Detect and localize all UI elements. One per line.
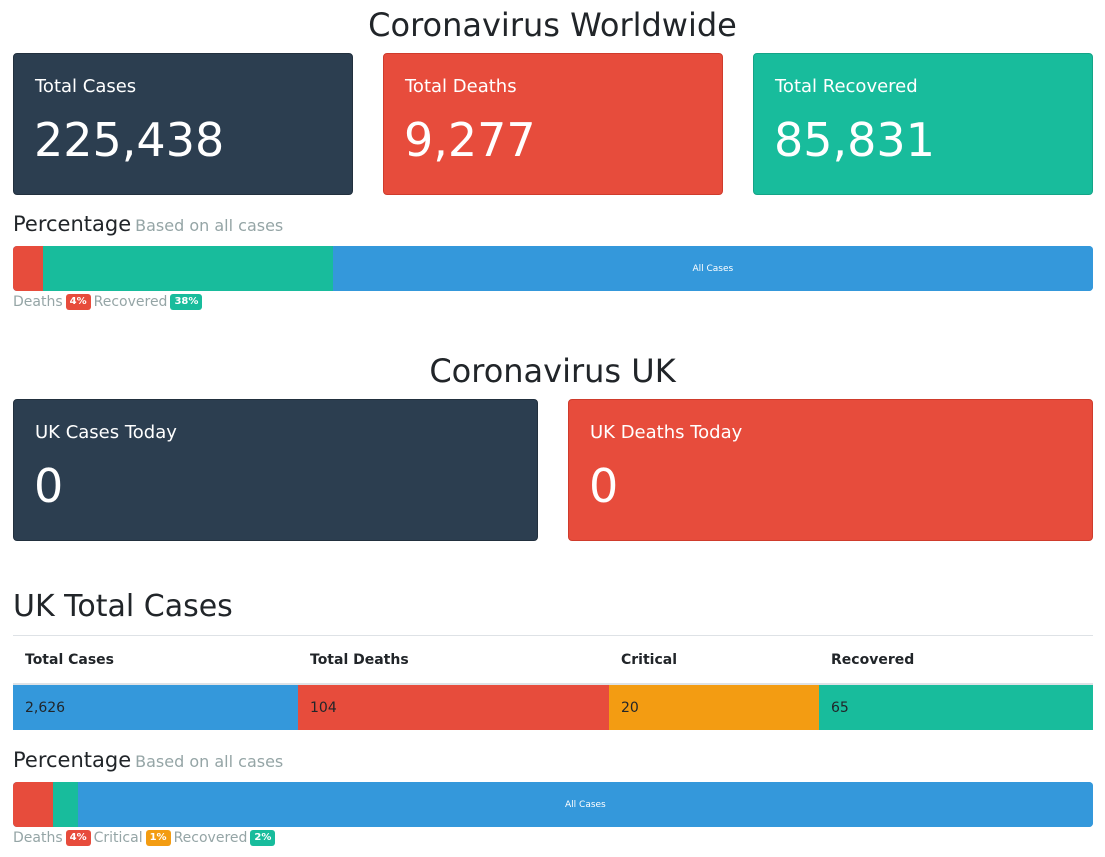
total-deaths-value: 9,277 (404, 113, 536, 167)
legend-deaths-label: Deaths (13, 294, 63, 310)
legend-recovered-label: Recovered (93, 294, 168, 310)
total-cases-label: Total Cases (35, 76, 137, 97)
recovered-segment (43, 246, 333, 291)
cell-total-cases: 2,626 (13, 684, 298, 730)
legend-critical-badge: 1% (145, 830, 171, 846)
legend-recovered-badge: 2% (250, 830, 276, 846)
header-total-cases: Total Cases (13, 636, 298, 685)
legend-critical-label: Critical (93, 830, 143, 846)
legend-deaths-badge: 4% (65, 294, 91, 310)
uk-percentage-heading: Percentage Based on all cases (13, 748, 283, 772)
total-cases-value: 225,438 (34, 113, 225, 167)
legend-recovered-label: Recovered (173, 830, 248, 846)
all-cases-segment: All Cases (332, 246, 1093, 291)
total-recovered-label: Total Recovered (775, 76, 918, 97)
total-recovered-value: 85,831 (774, 113, 935, 167)
header-critical: Critical (609, 636, 819, 685)
total-recovered-card: Total Recovered 85,831 (753, 53, 1093, 195)
percentage-title: Percentage (13, 748, 132, 772)
header-recovered: Recovered (819, 636, 1093, 685)
total-deaths-card: Total Deaths 9,277 (383, 53, 723, 195)
worldwide-title: Coronavirus Worldwide (368, 6, 737, 44)
worldwide-percentage-heading: Percentage Based on all cases (13, 212, 283, 236)
total-deaths-label: Total Deaths (405, 76, 517, 97)
table-row: 2,626 104 20 65 (13, 684, 1093, 730)
table-header-row: Total Cases Total Deaths Critical Recove… (13, 636, 1093, 685)
uk-cases-today-card: UK Cases Today 0 (13, 399, 538, 541)
recovered-segment (52, 782, 78, 827)
uk-progress-bar: All Cases (13, 782, 1093, 827)
worldwide-legend: Deaths 4% Recovered 38% (13, 294, 203, 310)
deaths-segment (13, 782, 53, 827)
uk-cases-today-value: 0 (34, 459, 64, 513)
cell-recovered: 65 (819, 684, 1093, 730)
total-cases-card: Total Cases 225,438 (13, 53, 353, 195)
legend-deaths-badge: 4% (65, 830, 91, 846)
deaths-segment (13, 246, 44, 291)
worldwide-progress-bar: All Cases (13, 246, 1093, 291)
cell-total-deaths: 104 (298, 684, 609, 730)
header-total-deaths: Total Deaths (298, 636, 609, 685)
legend-recovered-badge: 38% (170, 294, 203, 310)
legend-deaths-label: Deaths (13, 830, 63, 846)
cell-critical: 20 (609, 684, 819, 730)
divider (13, 635, 1093, 636)
all-cases-segment: All Cases (77, 782, 1093, 827)
uk-total-table: Total Cases Total Deaths Critical Recove… (13, 636, 1093, 730)
uk-cases-today-label: UK Cases Today (35, 422, 177, 443)
uk-deaths-today-value: 0 (589, 459, 619, 513)
uk-total-title: UK Total Cases (13, 589, 233, 624)
uk-legend: Deaths 4% Critical 1% Recovered 2% (13, 830, 276, 846)
uk-title: Coronavirus UK (429, 352, 676, 390)
uk-deaths-today-card: UK Deaths Today 0 (568, 399, 1093, 541)
percentage-subtitle: Based on all cases (135, 216, 284, 235)
percentage-title: Percentage (13, 212, 132, 236)
percentage-subtitle: Based on all cases (135, 752, 284, 771)
uk-deaths-today-label: UK Deaths Today (590, 422, 743, 443)
